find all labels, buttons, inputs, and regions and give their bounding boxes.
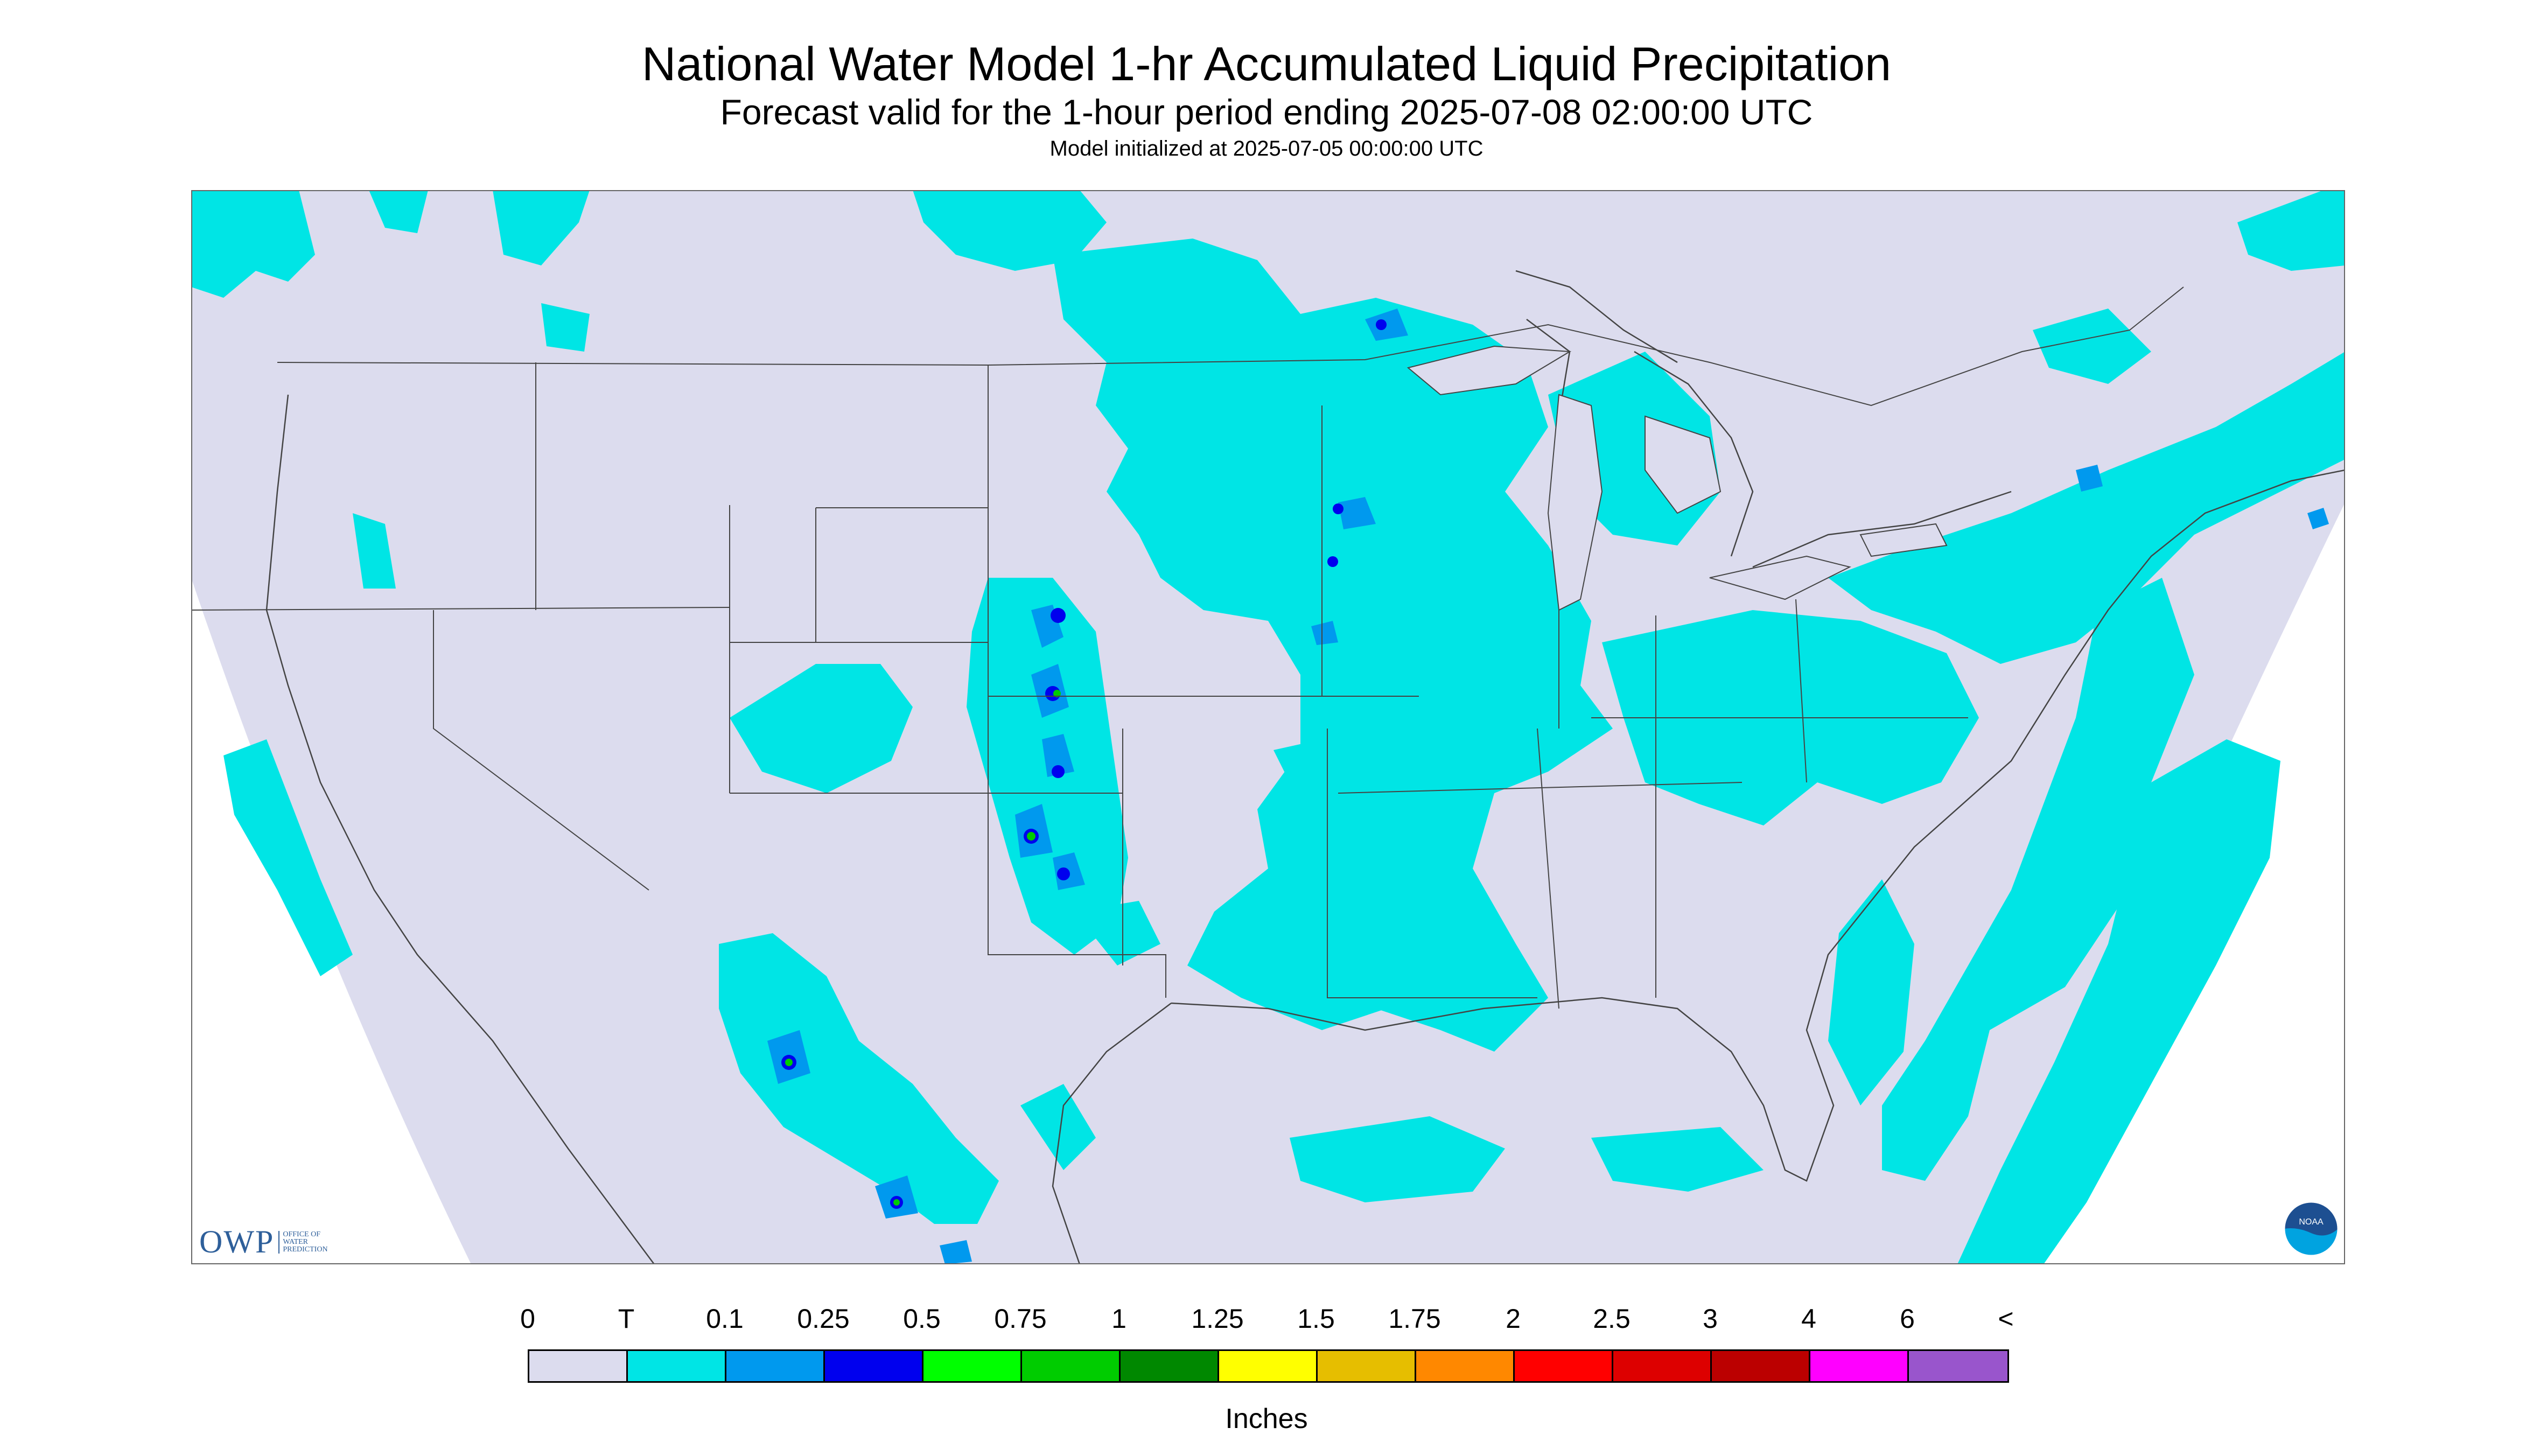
legend-label: 0.25 <box>797 1304 850 1334</box>
legend-label: 2 <box>1506 1304 1521 1334</box>
legend-label: 0.75 <box>994 1304 1047 1334</box>
legend-label: 1.25 <box>1191 1304 1244 1334</box>
legend-swatch <box>1318 1351 1416 1381</box>
legend-swatch <box>1515 1351 1613 1381</box>
legend-label: 0.5 <box>903 1304 941 1334</box>
legend-label: T <box>618 1304 635 1334</box>
map-frame <box>191 190 2345 1264</box>
legend-swatch <box>1219 1351 1318 1381</box>
legend-swatch <box>923 1351 1022 1381</box>
state-boundaries <box>191 286 2184 1009</box>
noaa-logo: NOAA <box>2283 1201 2339 1257</box>
legend-colorbar <box>528 1349 2009 1383</box>
legend-label: 3 <box>1703 1304 1718 1334</box>
legend-label: 0.1 <box>706 1304 744 1334</box>
legend-unit: Inches <box>1225 1403 1308 1434</box>
legend-swatch <box>1416 1351 1515 1381</box>
legend-swatch <box>1022 1351 1121 1381</box>
legend-swatch <box>1909 1351 2007 1381</box>
legend-label: 1 <box>1111 1304 1126 1334</box>
legend-swatch <box>1810 1351 1909 1381</box>
legend-swatch <box>1121 1351 1219 1381</box>
owp-logo: OWP Office of Water Prediction <box>199 1223 342 1261</box>
legend-label: 4 <box>1801 1304 1816 1334</box>
legend-label: 6 <box>1900 1304 1915 1334</box>
noaa-logo-text: NOAA <box>2299 1217 2324 1227</box>
legend-swatch <box>1613 1351 1712 1381</box>
model-init-time: Model initialized at 2025-07-05 00:00:00… <box>1049 137 1484 160</box>
legend-label: 1.5 <box>1297 1304 1335 1334</box>
legend-swatch <box>628 1351 726 1381</box>
heavy-precip-regions <box>785 690 1061 1206</box>
great-lakes <box>1407 345 1948 611</box>
legend-label: 1.75 <box>1388 1304 1441 1334</box>
legend-swatch <box>1712 1351 1810 1381</box>
legend-label: < <box>1998 1304 2014 1334</box>
coastline <box>265 270 2345 1264</box>
owp-logo-text: Office of Water Prediction <box>278 1230 342 1254</box>
legend-swatch <box>825 1351 923 1381</box>
map-title: National Water Model 1-hr Accumulated Li… <box>641 37 1892 90</box>
precipitation-map <box>191 190 2345 1264</box>
legend-swatch <box>726 1351 825 1381</box>
outside-domain-left <box>191 578 471 1264</box>
legend-label: 0 <box>520 1304 535 1334</box>
owp-logo-mark: OWP <box>199 1224 275 1259</box>
legend-label: 2.5 <box>1593 1304 1631 1334</box>
legend-swatch <box>529 1351 628 1381</box>
map-subtitle: Forecast valid for the 1-hour period end… <box>720 92 1813 132</box>
